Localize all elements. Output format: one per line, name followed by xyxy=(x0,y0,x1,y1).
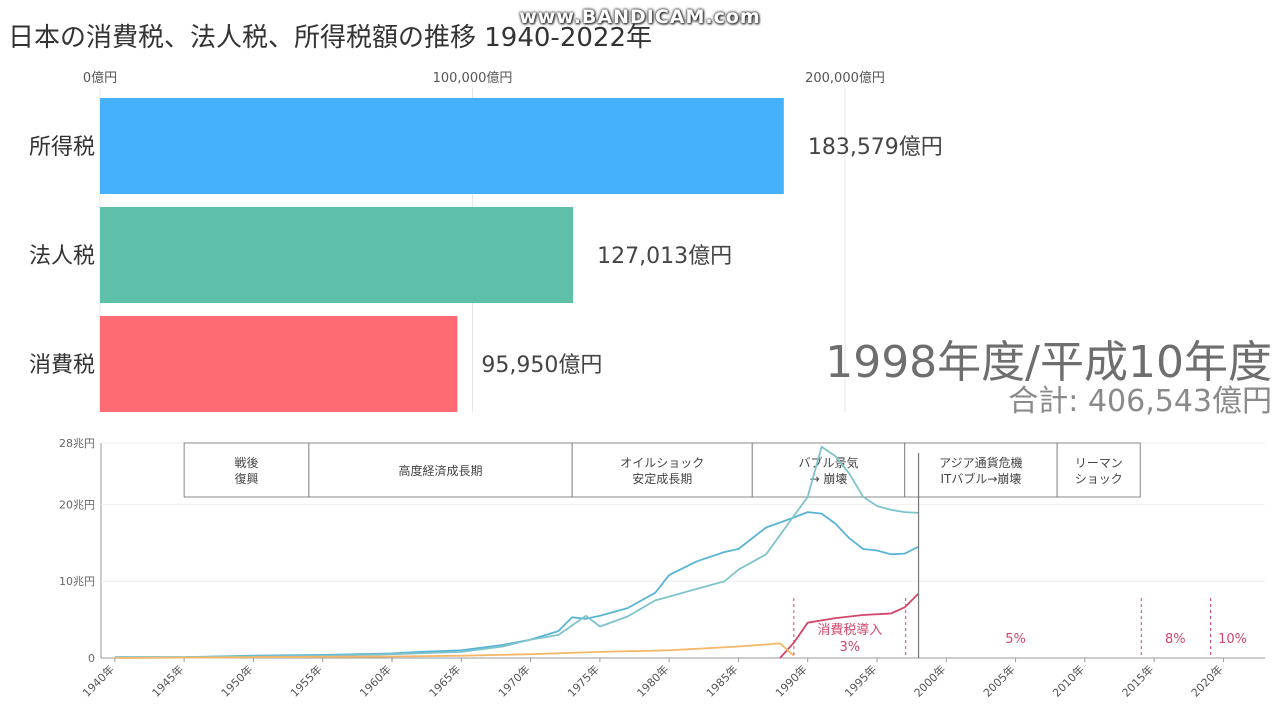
line-x-tick-label: 1970年 xyxy=(495,662,532,699)
line-y-tick-label: 20兆円 xyxy=(59,498,95,511)
line-y-tick-label: 28兆円 xyxy=(59,437,95,450)
line-y-tick-label: 10兆円 xyxy=(59,575,95,588)
era-label: オイルショック安定成長期 xyxy=(620,456,704,486)
era-box xyxy=(183,442,310,498)
chart-title: 日本の消費税、法人税、所得税額の推移 1940-2022年 xyxy=(8,23,652,53)
line-x-tick-label: 1960年 xyxy=(357,662,394,699)
rate-marker-label: 5% xyxy=(1005,632,1026,647)
era-label: アジア通貨危機 ITバブル→崩壊 xyxy=(939,455,1023,486)
era-box xyxy=(1056,442,1141,498)
era-box xyxy=(571,442,753,498)
bar-axis-tick-label: 100,000億円 xyxy=(433,70,513,86)
line-y-tick-label: 0 xyxy=(88,652,95,665)
bar-axis-tick-label: 200,000億円 xyxy=(805,70,885,86)
line-x-tick-label: 1940年 xyxy=(80,662,117,699)
bar-value-label: 95,950億円 xyxy=(481,353,602,378)
line-x-tick-label: 1955年 xyxy=(287,662,324,699)
line-x-tick-label: 1995年 xyxy=(842,662,879,699)
line-x-tick-label: 1945年 xyxy=(149,662,186,699)
line-x-tick-label: 2015年 xyxy=(1119,662,1156,699)
current-year-label: 1998年度/平成10年度 xyxy=(825,337,1272,388)
rate-marker-label: 消費税導入 3% xyxy=(817,623,882,655)
bar-corporate-tax xyxy=(100,207,574,303)
era-label: 戦後復興 xyxy=(234,456,258,486)
bar-category-label: 消費税 xyxy=(29,353,95,378)
bar-income-tax xyxy=(100,98,784,194)
era-label: 高度経済成長期 xyxy=(398,463,482,478)
line-x-tick-label: 1980年 xyxy=(634,662,671,699)
total-value: 406,543億円 xyxy=(1087,384,1272,419)
rate-marker-label: 8% xyxy=(1165,632,1186,647)
bar-category-label: 法人税 xyxy=(29,244,95,269)
line-series-1 xyxy=(114,445,919,659)
bar-axis-tick-label: 0億円 xyxy=(83,70,117,86)
line-x-tick-label: 2005年 xyxy=(980,662,1017,699)
total-prefix: 合計: xyxy=(1008,384,1088,419)
recording-watermark: www.BANDICAM.com xyxy=(519,6,761,28)
line-x-tick-label: 1975年 xyxy=(565,662,602,699)
line-series-0 xyxy=(114,511,920,659)
line-x-tick-label: 1950年 xyxy=(218,662,255,699)
bar-value-label: 127,013億円 xyxy=(597,244,732,269)
bar-value-label: 183,579億円 xyxy=(808,135,943,160)
era-label: リーマンショック xyxy=(1075,456,1123,486)
rate-marker-label: 10% xyxy=(1218,632,1247,647)
line-series-2 xyxy=(779,592,920,659)
line-x-tick-label: 2020年 xyxy=(1188,662,1225,699)
total-amount: 合計: 406,543億円 xyxy=(1008,384,1272,420)
bar-consumption-tax xyxy=(100,316,458,412)
bar-category-label: 所得税 xyxy=(29,135,95,160)
line-series-3 xyxy=(114,642,795,659)
era-box xyxy=(904,442,1058,498)
line-x-tick-label: 2000年 xyxy=(911,662,948,699)
line-x-tick-label: 1965年 xyxy=(426,662,463,699)
line-x-tick-label: 1990年 xyxy=(772,662,809,699)
line-x-tick-label: 2010年 xyxy=(1050,662,1087,699)
line-x-tick-label: 1985年 xyxy=(703,662,740,699)
